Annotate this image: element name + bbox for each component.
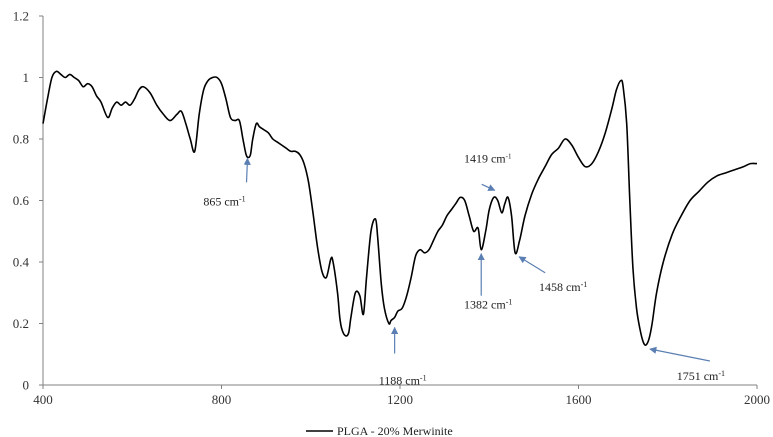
series-line-plga-20-merwinite — [42, 70, 758, 346]
y-tick-label: 0 — [23, 378, 30, 393]
y-tick-label: 1 — [23, 70, 30, 85]
x-tick-label: 400 — [33, 392, 53, 407]
tick-labels: 400 800 1200 1600 2000 0 0.2 0.4 0.6 0.8 1 1.2 — [13, 9, 770, 408]
x-tick-label: 1600 — [566, 392, 592, 407]
y-tick-label: 0.4 — [13, 255, 30, 270]
y-tick-label: 0.2 — [13, 316, 29, 331]
legend: PLGA - 20% Merwinite — [306, 424, 453, 437]
x-tick-label: 1200 — [387, 392, 413, 407]
annotation-label: 865 cm-1 — [203, 194, 245, 209]
peak-annotations: 865 cm-1 1188 cm-1 1382 cm-1 1419 cm-1 1458 … — [203, 151, 725, 387]
annotation-arrow — [243, 157, 251, 183]
annotation-label: 1382 cm-1 — [464, 297, 512, 312]
annotation-label: 1419 cm-1 — [464, 151, 512, 165]
annotation-label: 1458 cm-1 — [539, 279, 587, 294]
x-tick-label: 2000 — [744, 392, 770, 407]
legend-label: PLGA - 20% Merwinite — [337, 424, 453, 437]
annotation-label: 1188 cm-1 — [379, 373, 427, 388]
annotation-arrow — [518, 256, 546, 274]
x-tick-label: 800 — [212, 392, 232, 407]
y-tick-label: 1.2 — [13, 9, 29, 24]
axes — [39, 15, 758, 389]
annotation-arrow — [649, 346, 711, 362]
annotation-label: 1751 cm-1 — [677, 369, 725, 384]
y-tick-label: 0.8 — [13, 132, 29, 147]
y-tick-label: 0.6 — [13, 193, 30, 208]
annotation-arrow — [481, 183, 496, 191]
